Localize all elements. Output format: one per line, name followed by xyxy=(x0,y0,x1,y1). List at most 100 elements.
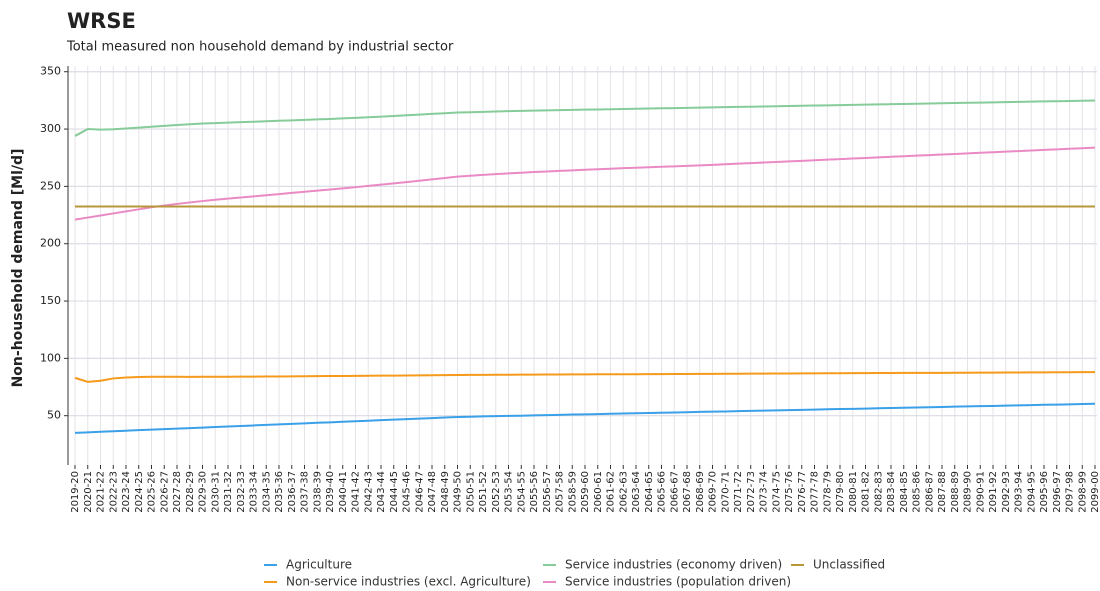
y-axis-label: Non-household demand [Ml/d] xyxy=(10,149,26,388)
x-tick-label: 2062-63 xyxy=(618,471,629,513)
x-tick-label: 2023-24 xyxy=(121,471,132,513)
chart-subtitle: Total measured non household demand by i… xyxy=(66,40,454,55)
x-tick-label: 2073-74 xyxy=(759,471,770,513)
chart-title: WRSE xyxy=(67,9,136,33)
x-tick-label: 2027-28 xyxy=(172,471,183,513)
x-tick-label: 2071-72 xyxy=(733,471,744,513)
x-tick-label: 2038-39 xyxy=(312,471,323,513)
x-tick-label: 2077-78 xyxy=(810,471,821,513)
x-tick-label: 2024-25 xyxy=(134,471,145,513)
x-tick-label: 2028-29 xyxy=(185,471,196,513)
x-tick-label: 2030-31 xyxy=(210,471,221,513)
x-tick-label: 2041-42 xyxy=(351,471,362,513)
x-tick-label: 2076-77 xyxy=(797,471,808,513)
y-tick-label: 50 xyxy=(47,409,61,422)
x-tick-label: 2054-55 xyxy=(516,471,527,513)
x-tick-label: 2087-88 xyxy=(937,471,948,513)
y-tick-label: 200 xyxy=(40,237,61,250)
legend-label: Unclassified xyxy=(813,558,885,572)
x-tick-label: 2074-75 xyxy=(771,471,782,513)
x-tick-label: 2060-61 xyxy=(593,471,604,513)
x-tick-label: 2066-67 xyxy=(669,471,680,513)
y-tick-label: 250 xyxy=(40,179,61,192)
y-tick-label: 350 xyxy=(40,65,61,78)
x-tick-label: 2049-50 xyxy=(453,471,464,513)
x-tick-label: 2047-48 xyxy=(427,471,438,513)
x-tick-label: 2035-36 xyxy=(274,471,285,513)
x-tick-label: 2053-54 xyxy=(504,471,515,513)
x-tick-label: 2095-96 xyxy=(1039,471,1050,513)
x-tick-label: 2096-97 xyxy=(1052,471,1063,513)
x-tick-label: 2084-85 xyxy=(899,471,910,513)
x-tick-label: 2022-23 xyxy=(108,471,119,513)
x-tick-label: 2058-59 xyxy=(567,471,578,513)
x-tick-label: 2085-86 xyxy=(912,471,923,513)
x-tick-label: 2040-41 xyxy=(338,471,349,513)
x-tick-label: 2097-98 xyxy=(1065,471,1076,513)
x-tick-label: 2082-83 xyxy=(873,471,884,513)
x-tick-label: 2090-91 xyxy=(975,471,986,513)
x-tick-label: 2064-65 xyxy=(644,471,655,513)
x-tick-label: 2072-73 xyxy=(746,471,757,513)
x-tick-label: 2070-71 xyxy=(720,471,731,513)
x-tick-label: 2098-99 xyxy=(1077,471,1088,513)
x-tick-label: 2069-70 xyxy=(708,471,719,513)
x-tick-label: 2019-20 xyxy=(70,471,81,513)
legend-label: Agriculture xyxy=(286,558,352,572)
x-tick-label: 2046-47 xyxy=(414,471,425,513)
x-tick-label: 2032-33 xyxy=(236,471,247,513)
legend-label: Service industries (population driven) xyxy=(565,575,791,589)
x-tick-label: 2043-44 xyxy=(376,471,387,513)
x-tick-label: 2099-00 xyxy=(1090,471,1100,513)
x-tick-label: 2042-43 xyxy=(363,471,374,513)
x-tick-label: 2086-87 xyxy=(924,471,935,513)
x-tick-label: 2025-26 xyxy=(147,471,158,513)
series-line xyxy=(74,146,1096,221)
x-tick-label: 2029-30 xyxy=(198,471,209,513)
x-tick-label: 2088-89 xyxy=(950,471,961,513)
x-tick-label: 2094-95 xyxy=(1026,471,1037,513)
x-tick-label: 2037-38 xyxy=(300,471,311,513)
x-tick-label: 2044-45 xyxy=(389,471,400,513)
x-tick-label: 2034-35 xyxy=(261,471,272,513)
x-tick-label: 2079-80 xyxy=(835,471,846,513)
x-tick-label: 2039-40 xyxy=(325,471,336,513)
x-tick-label: 2033-34 xyxy=(249,471,260,513)
x-tick-label: 2063-64 xyxy=(631,471,642,513)
x-tick-label: 2083-84 xyxy=(886,471,897,513)
series-line xyxy=(74,99,1096,137)
x-tick-label: 2048-49 xyxy=(440,471,451,513)
y-tick-label: 100 xyxy=(40,351,61,364)
series-line xyxy=(74,371,1095,383)
x-tick-label: 2031-32 xyxy=(223,471,234,513)
x-tick-label: 2067-68 xyxy=(682,471,693,513)
x-tick-label: 2080-81 xyxy=(848,471,859,513)
x-tick-label: 2059-60 xyxy=(580,471,591,513)
legend-label: Non-service industries (excl. Agricultur… xyxy=(286,575,531,589)
x-tick-label: 2052-53 xyxy=(491,471,502,513)
x-tick-label: 2026-27 xyxy=(159,471,170,513)
x-tick-label: 2045-46 xyxy=(402,471,413,513)
x-tick-label: 2091-92 xyxy=(988,471,999,513)
x-tick-label: 2056-57 xyxy=(542,471,553,513)
x-tick-label: 2050-51 xyxy=(465,471,476,513)
series-line xyxy=(74,402,1096,434)
x-tick-label: 2093-94 xyxy=(1014,471,1025,513)
legend-label: Service industries (economy driven) xyxy=(565,558,782,572)
x-tick-label: 2065-66 xyxy=(657,471,668,513)
x-tick-label: 2075-76 xyxy=(784,471,795,513)
x-tick-label: 2068-69 xyxy=(695,471,706,513)
x-tick-label: 2089-90 xyxy=(963,471,974,513)
x-tick-label: 2021-22 xyxy=(96,471,107,513)
x-tick-label: 2036-37 xyxy=(287,471,298,513)
y-tick-label: 300 xyxy=(40,122,61,135)
x-tick-label: 2020-21 xyxy=(83,471,94,513)
y-tick-label: 150 xyxy=(40,294,61,307)
x-tick-label: 2055-56 xyxy=(529,471,540,513)
x-tick-label: 2061-62 xyxy=(606,471,617,513)
x-tick-label: 2092-93 xyxy=(1001,471,1012,513)
x-tick-label: 2081-82 xyxy=(861,471,872,513)
x-tick-label: 2078-79 xyxy=(822,471,833,513)
x-tick-label: 2051-52 xyxy=(478,471,489,513)
